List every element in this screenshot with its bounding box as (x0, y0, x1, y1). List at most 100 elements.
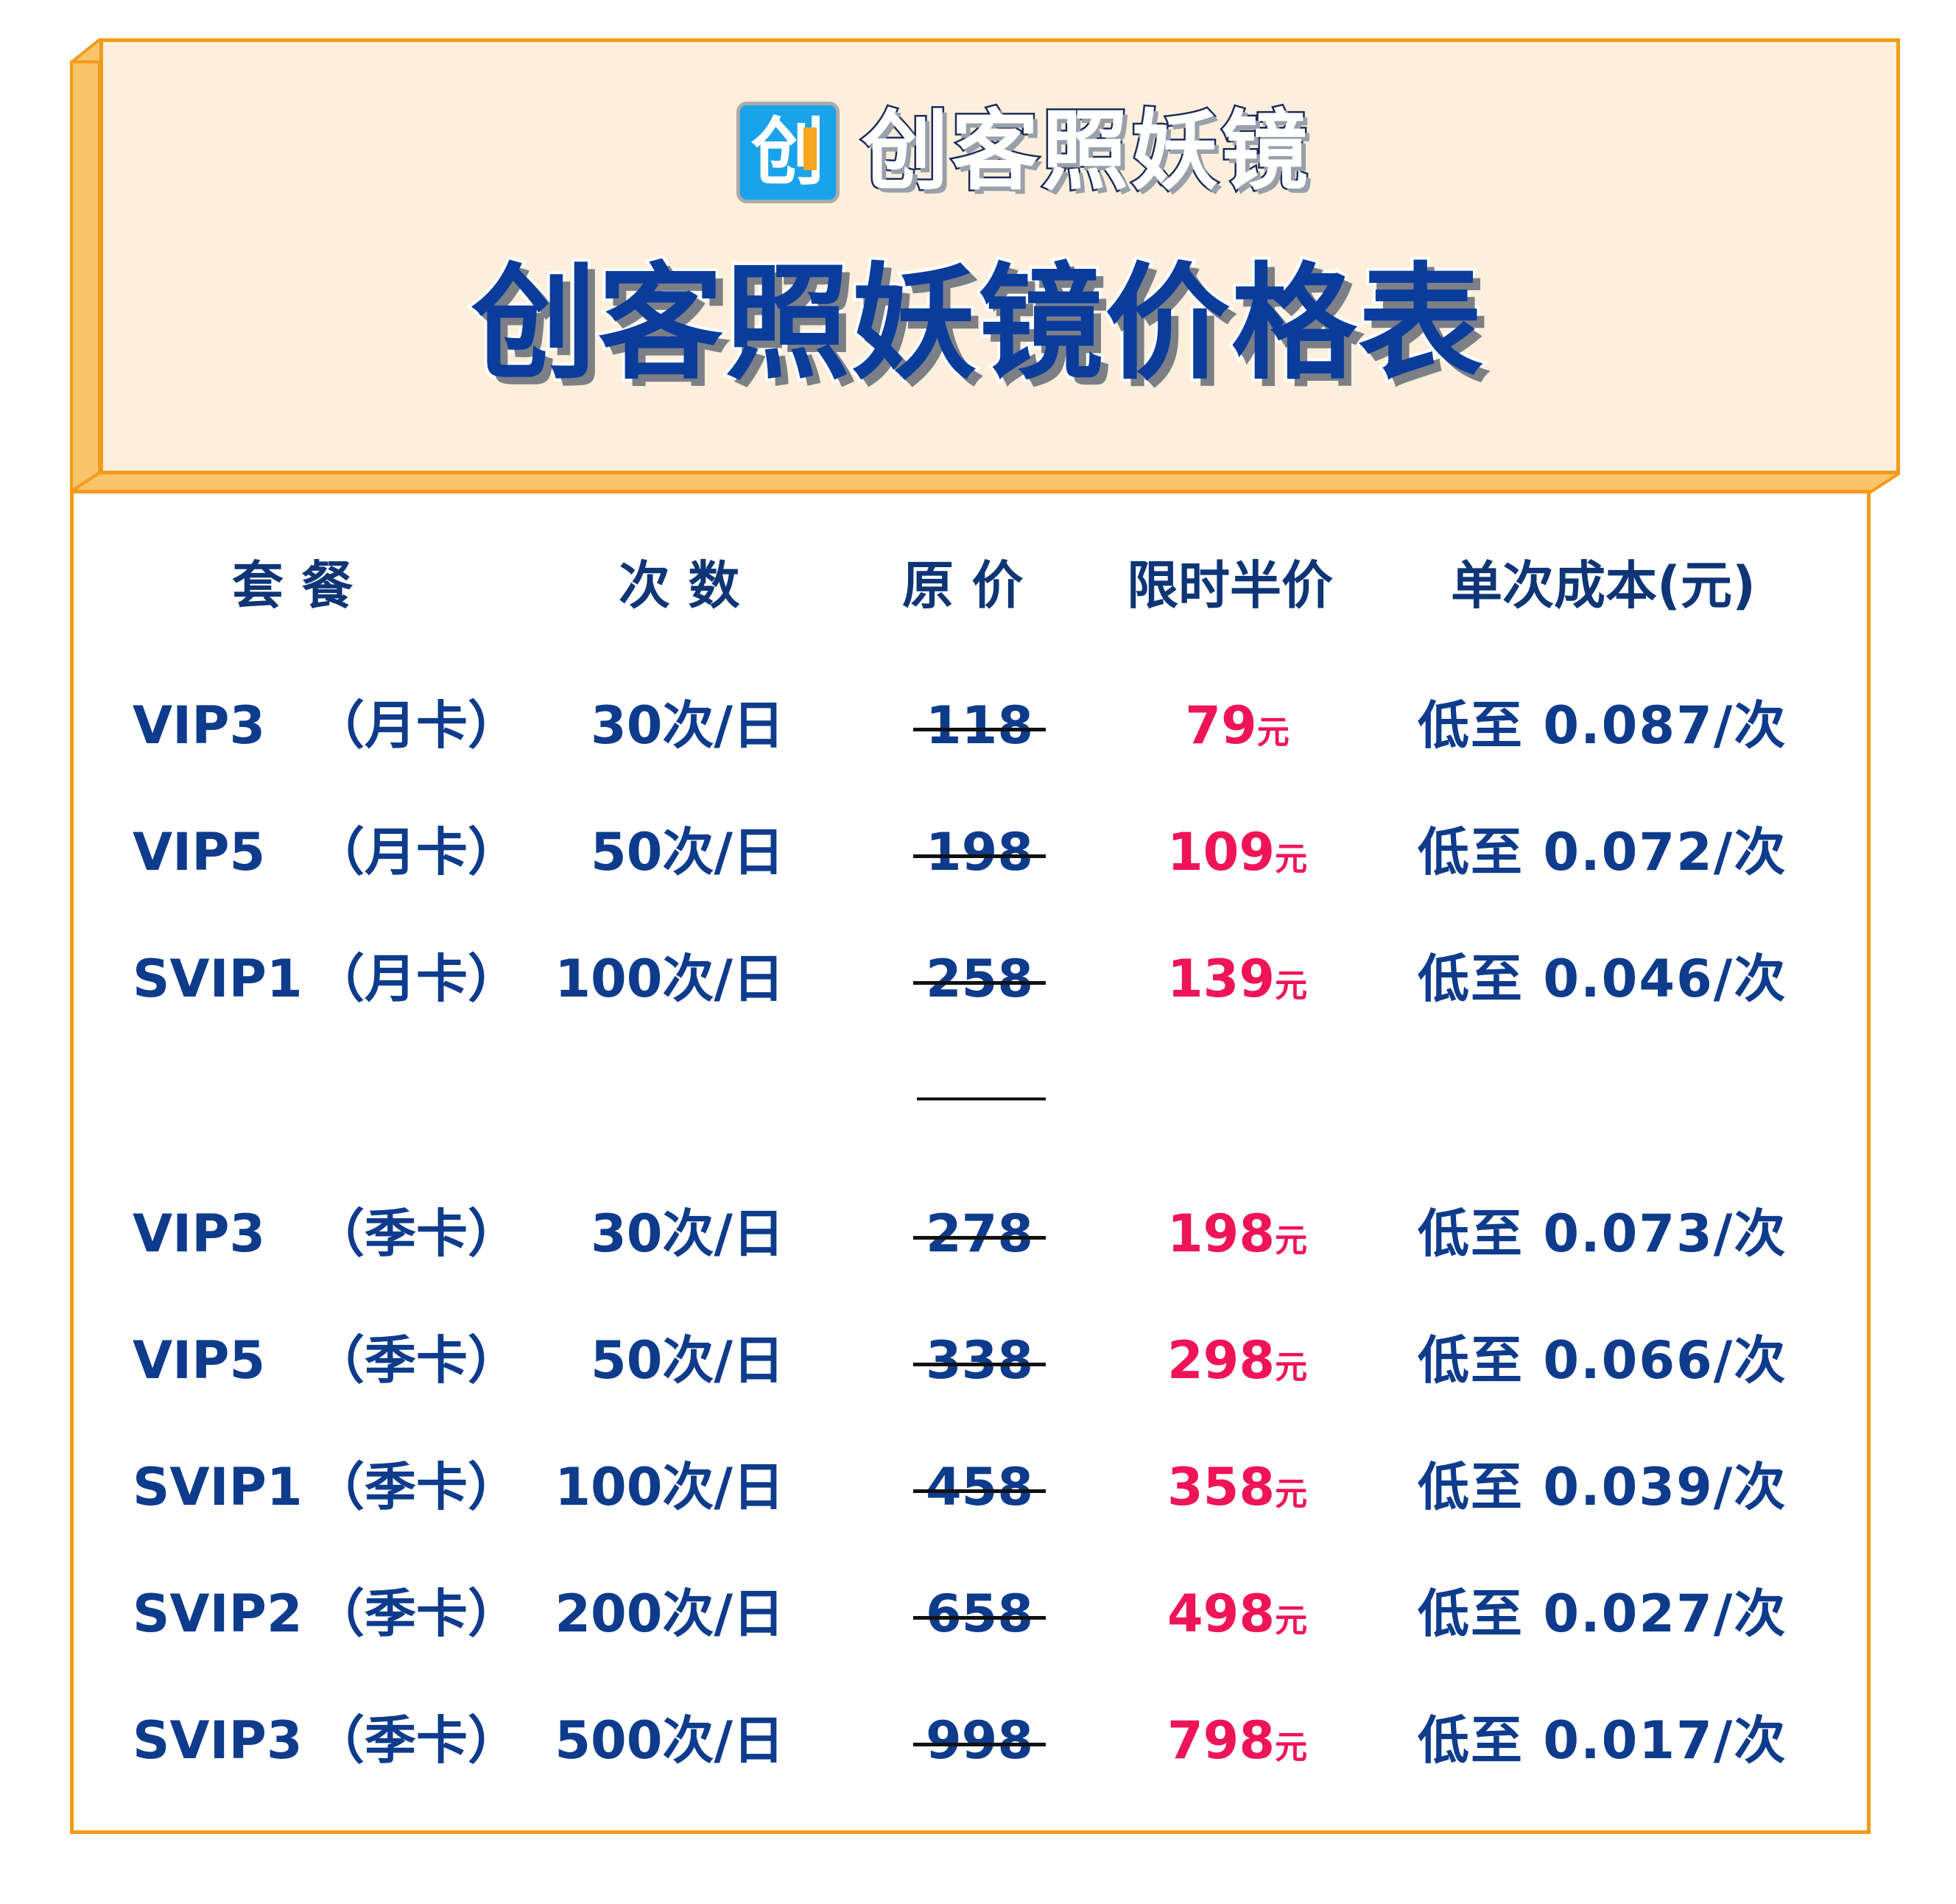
plan-name-text: VIP5 (133, 822, 266, 882)
plan-name: VIP5 (133, 819, 265, 885)
original-price-text: 338 (925, 1330, 1034, 1391)
sale-price: 298元 (1127, 1327, 1348, 1394)
original-price-text: 118 (925, 695, 1034, 756)
header-plan: 套 餐 (232, 555, 353, 616)
strikethrough-line (913, 728, 1046, 731)
section-divider (917, 1097, 1046, 1100)
original-price-text: 258 (925, 949, 1034, 1009)
sale-price-text: 139 (1167, 949, 1276, 1009)
plan-name: SVIP2 (133, 1581, 303, 1647)
plan-type: （月卡） (313, 946, 519, 1012)
currency-unit: 元 (1275, 1475, 1308, 1513)
price-table-panel (70, 490, 1871, 1834)
unit-cost-text: 低至 0.073/次 (1418, 1204, 1787, 1264)
unit-cost-text: 低至 0.027/次 (1418, 1584, 1787, 1644)
daily-count: 200次/日 (555, 1581, 784, 1647)
sale-price: 79元 (1127, 692, 1348, 759)
plan-name-text: VIP5 (133, 1330, 266, 1391)
daily-count: 100次/日 (555, 1454, 784, 1520)
sale-price: 109元 (1127, 819, 1348, 885)
sale-price-text: 79 (1185, 695, 1257, 756)
plan-type: （季卡） (313, 1327, 519, 1394)
original-price: 458 (913, 1454, 1046, 1520)
plan-type: （季卡） (313, 1201, 519, 1267)
unit-cost: 低至 0.087/次 (1418, 692, 1787, 759)
plan-type: （月卡） (313, 692, 519, 759)
currency-unit: 元 (1275, 1729, 1308, 1766)
plan-type-text: （月卡） (313, 822, 519, 882)
unit-cost: 低至 0.066/次 (1418, 1327, 1787, 1394)
plan-name: SVIP1 (133, 1454, 303, 1520)
currency-unit: 元 (1256, 714, 1290, 751)
daily-count-text: 30次/日 (591, 1204, 784, 1264)
plan-name: VIP3 (133, 1201, 265, 1267)
unit-cost: 低至 0.072/次 (1418, 819, 1787, 885)
sale-price-text: 798 (1167, 1710, 1276, 1771)
plan-name-text: SVIP2 (133, 1584, 303, 1644)
daily-count: 50次/日 (591, 1327, 784, 1394)
unit-cost-text: 低至 0.039/次 (1418, 1457, 1787, 1517)
plan-type-text: （季卡） (313, 1710, 519, 1771)
daily-count-text: 50次/日 (591, 1330, 784, 1391)
header-count: 次 数 (619, 555, 740, 616)
plan-name: VIP3 (133, 692, 265, 759)
plan-name: VIP5 (133, 1327, 265, 1394)
page-title: 创客照妖镜价格表 (468, 251, 1486, 397)
plan-type-text: （季卡） (313, 1457, 519, 1517)
daily-count-text: 500次/日 (555, 1710, 784, 1771)
daily-count: 50次/日 (591, 819, 784, 885)
currency-unit: 元 (1275, 1349, 1308, 1386)
original-price: 258 (913, 946, 1046, 1012)
unit-cost-text: 低至 0.072/次 (1418, 822, 1787, 882)
original-price-text: 278 (925, 1204, 1034, 1264)
daily-count: 500次/日 (555, 1707, 784, 1774)
unit-cost-text: 低至 0.046/次 (1418, 949, 1787, 1009)
plan-type-text: （月卡） (313, 949, 519, 1009)
plan-name-text: VIP3 (133, 1204, 266, 1264)
unit-cost: 低至 0.017/次 (1418, 1707, 1787, 1774)
plan-name-text: SVIP1 (133, 1457, 303, 1517)
sale-price-text: 298 (1167, 1330, 1276, 1391)
sale-price-text: 498 (1167, 1584, 1276, 1644)
plan-name-text: SVIP3 (133, 1710, 303, 1771)
strikethrough-line (913, 1489, 1046, 1493)
header-sale-price: 限时半价 (1127, 555, 1333, 616)
header-original-price: 原 价 (902, 555, 1024, 616)
plan-type: （月卡） (313, 819, 519, 885)
original-price: 658 (913, 1581, 1046, 1647)
header-bevel-side (70, 60, 101, 491)
sale-price-text: 358 (1167, 1457, 1276, 1517)
original-price: 998 (913, 1707, 1046, 1774)
original-price: 118 (913, 692, 1046, 759)
plan-name-text: SVIP1 (133, 949, 303, 1009)
plan-name: SVIP1 (133, 946, 303, 1012)
brand-name: 创客照妖镜 (859, 100, 1312, 202)
currency-unit: 元 (1275, 840, 1308, 878)
sale-price: 358元 (1127, 1454, 1348, 1520)
header-unit-cost: 单次成本(元) (1451, 555, 1756, 616)
original-price-text: 198 (925, 822, 1034, 882)
daily-count: 30次/日 (591, 1201, 784, 1267)
original-price-text: 998 (925, 1710, 1034, 1771)
strikethrough-line (913, 854, 1046, 858)
strikethrough-line (913, 1236, 1046, 1240)
daily-count: 100次/日 (555, 946, 784, 1012)
daily-count-text: 100次/日 (555, 949, 784, 1009)
sale-price-text: 198 (1167, 1204, 1276, 1264)
daily-count-text: 200次/日 (555, 1584, 784, 1644)
daily-count: 30次/日 (591, 692, 784, 759)
plan-type: （季卡） (313, 1581, 519, 1647)
unit-cost-text: 低至 0.087/次 (1418, 695, 1787, 756)
currency-unit: 元 (1275, 967, 1308, 1005)
original-price-text: 658 (925, 1584, 1034, 1644)
sale-price: 198元 (1127, 1201, 1348, 1267)
strikethrough-line (913, 981, 1046, 985)
header-panel (99, 38, 1900, 474)
daily-count-text: 50次/日 (591, 822, 784, 882)
plan-type-text: （季卡） (313, 1204, 519, 1264)
daily-count-text: 100次/日 (555, 1457, 784, 1517)
daily-count-text: 30次/日 (591, 695, 784, 756)
currency-unit: 元 (1275, 1602, 1308, 1640)
currency-unit: 元 (1275, 1222, 1308, 1260)
unit-cost: 低至 0.027/次 (1418, 1581, 1787, 1647)
